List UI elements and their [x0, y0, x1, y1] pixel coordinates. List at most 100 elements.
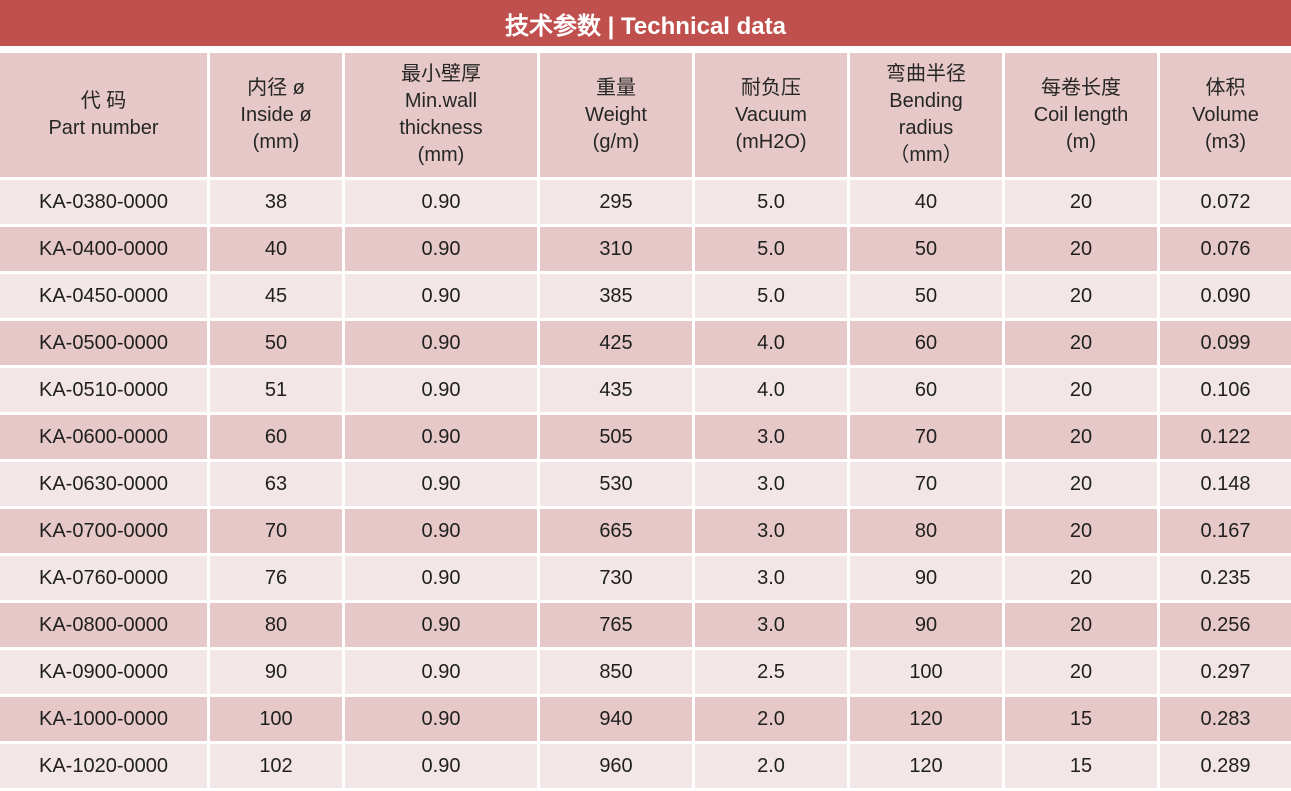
header-label: 弯曲半径 [886, 63, 966, 85]
cell-weight: 530 [540, 462, 695, 509]
cell-volume: 0.106 [1160, 368, 1291, 415]
cell-vacuum: 4.0 [695, 368, 850, 415]
header-label: Part number [48, 117, 159, 139]
cell-inside-diameter: 76 [210, 556, 345, 603]
cell-vacuum: 5.0 [695, 227, 850, 274]
header-label: 耐负压 [741, 76, 801, 99]
cell-inside-diameter: 63 [210, 462, 345, 509]
cell-volume: 0.297 [1160, 650, 1291, 697]
cell-volume: 0.235 [1160, 556, 1291, 603]
header-label: 最小壁厚 [401, 63, 481, 85]
cell-vacuum: 2.0 [695, 744, 850, 791]
header-label: Vacuum [735, 103, 807, 126]
table-row: KA-0630-0000 63 0.90 530 3.0 70 20 0.148 [0, 462, 1291, 509]
table-row: KA-0400-0000 40 0.90 310 5.0 50 20 0.076 [0, 227, 1291, 274]
cell-coil-length: 20 [1005, 227, 1160, 274]
cell-min-wall-thickness: 0.90 [345, 744, 540, 791]
cell-bending-radius: 100 [850, 650, 1005, 697]
cell-weight: 505 [540, 415, 695, 462]
cell-min-wall-thickness: 0.90 [345, 556, 540, 603]
cell-min-wall-thickness: 0.90 [345, 462, 540, 509]
cell-weight: 435 [540, 368, 695, 415]
header-label: Coil length [1033, 103, 1129, 126]
cell-part-number: KA-0800-0000 [0, 603, 210, 650]
cell-bending-radius: 70 [850, 415, 1005, 462]
header-label: 代 码 [80, 90, 127, 112]
header-bending-radius: 弯曲半径 Bending radius （mm） [850, 53, 1005, 180]
cell-coil-length: 20 [1005, 274, 1160, 321]
table-row: KA-0800-0000 80 0.90 765 3.0 90 20 0.256 [0, 603, 1291, 650]
cell-part-number: KA-1020-0000 [0, 744, 210, 791]
cell-bending-radius: 80 [850, 509, 1005, 556]
cell-coil-length: 15 [1005, 744, 1160, 791]
cell-vacuum: 3.0 [695, 415, 850, 462]
table-row: KA-0510-0000 51 0.90 435 4.0 60 20 0.106 [0, 368, 1291, 415]
cell-bending-radius: 120 [850, 744, 1005, 791]
cell-part-number: KA-0400-0000 [0, 227, 210, 274]
cell-bending-radius: 90 [850, 556, 1005, 603]
cell-vacuum: 2.5 [695, 650, 850, 697]
cell-inside-diameter: 70 [210, 509, 345, 556]
cell-inside-diameter: 38 [210, 180, 345, 227]
cell-coil-length: 20 [1005, 603, 1160, 650]
table-row: KA-0380-0000 38 0.90 295 5.0 40 20 0.072 [0, 180, 1291, 227]
header-row: 代 码 Part number 内径 ø Inside ø (mm) 最小壁厚 … [0, 53, 1291, 180]
cell-min-wall-thickness: 0.90 [345, 368, 540, 415]
cell-inside-diameter: 45 [210, 274, 345, 321]
header-coil-length: 每卷长度 Coil length (m) [1005, 53, 1160, 180]
cell-bending-radius: 70 [850, 462, 1005, 509]
cell-volume: 0.256 [1160, 603, 1291, 650]
cell-part-number: KA-0450-0000 [0, 274, 210, 321]
cell-vacuum: 5.0 [695, 274, 850, 321]
table-body: KA-0380-0000 38 0.90 295 5.0 40 20 0.072 KA-0400… [0, 180, 1291, 791]
cell-min-wall-thickness: 0.90 [345, 180, 540, 227]
header-label: 重量 [596, 76, 636, 99]
table-row: KA-0600-0000 60 0.90 505 3.0 70 20 0.122 [0, 415, 1291, 462]
cell-inside-diameter: 90 [210, 650, 345, 697]
cell-volume: 0.072 [1160, 180, 1291, 227]
cell-inside-diameter: 51 [210, 368, 345, 415]
cell-weight: 850 [540, 650, 695, 697]
cell-volume: 0.148 [1160, 462, 1291, 509]
cell-volume: 0.167 [1160, 509, 1291, 556]
cell-weight: 730 [540, 556, 695, 603]
cell-vacuum: 5.0 [695, 180, 850, 227]
table-row: KA-0700-0000 70 0.90 665 3.0 80 20 0.167 [0, 509, 1291, 556]
cell-part-number: KA-0600-0000 [0, 415, 210, 462]
table-row: KA-1020-0000 102 0.90 960 2.0 120 15 0.289 [0, 744, 1291, 791]
cell-weight: 295 [540, 180, 695, 227]
header-label: Weight [585, 103, 647, 126]
cell-vacuum: 4.0 [695, 321, 850, 368]
cell-weight: 665 [540, 509, 695, 556]
header-label: Bending [889, 90, 963, 112]
table-row: KA-0500-0000 50 0.90 425 4.0 60 20 0.099 [0, 321, 1291, 368]
cell-part-number: KA-0510-0000 [0, 368, 210, 415]
header-label: Min.wall [404, 90, 478, 112]
header-label: 每卷长度 [1041, 76, 1121, 99]
cell-volume: 0.289 [1160, 744, 1291, 791]
cell-coil-length: 20 [1005, 180, 1160, 227]
cell-weight: 940 [540, 697, 695, 744]
header-inside-diameter: 内径 ø Inside ø (mm) [210, 53, 345, 180]
cell-coil-length: 15 [1005, 697, 1160, 744]
header-label: Volume [1192, 103, 1259, 126]
cell-vacuum: 3.0 [695, 603, 850, 650]
header-label: (g/m) [592, 130, 640, 153]
cell-coil-length: 20 [1005, 650, 1160, 697]
cell-coil-length: 20 [1005, 368, 1160, 415]
cell-part-number: KA-0500-0000 [0, 321, 210, 368]
header-label: 体积 [1205, 76, 1246, 99]
table-row: KA-0450-0000 45 0.90 385 5.0 50 20 0.090 [0, 274, 1291, 321]
header-label: (mH2O) [735, 130, 807, 153]
cell-part-number: KA-1000-0000 [0, 697, 210, 744]
cell-min-wall-thickness: 0.90 [345, 274, 540, 321]
header-weight: 重量 Weight (g/m) [540, 53, 695, 180]
cell-bending-radius: 120 [850, 697, 1005, 744]
cell-min-wall-thickness: 0.90 [345, 415, 540, 462]
header-label: radius [898, 117, 954, 139]
cell-bending-radius: 60 [850, 368, 1005, 415]
table-row: KA-1000-0000 100 0.90 940 2.0 120 15 0.283 [0, 697, 1291, 744]
cell-inside-diameter: 100 [210, 697, 345, 744]
cell-weight: 385 [540, 274, 695, 321]
